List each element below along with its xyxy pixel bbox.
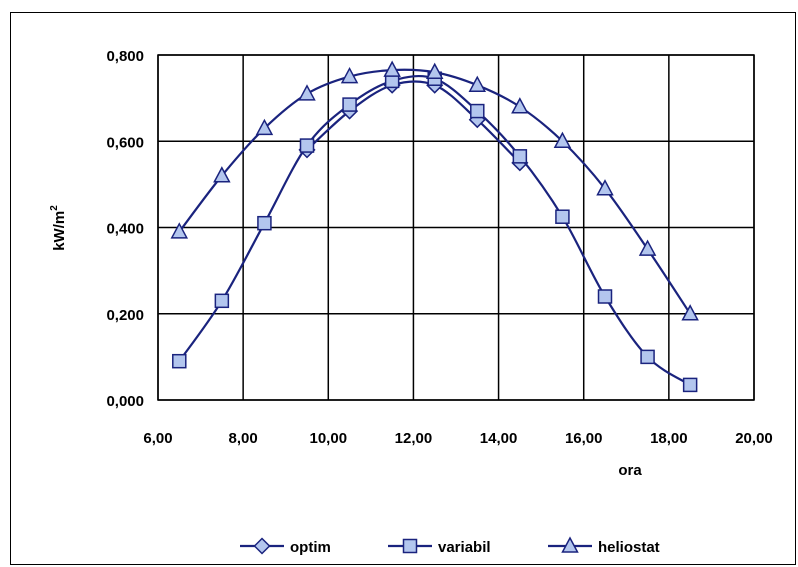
data-point-heliostat <box>298 84 316 101</box>
legend-marker <box>561 536 579 553</box>
y-tick-label: 0,400 <box>106 221 144 238</box>
legend-entry-heliostat: heliostat <box>548 536 660 556</box>
data-point-variabil <box>682 377 698 393</box>
data-point-heliostat <box>553 131 572 148</box>
x-tick-label: 18,00 <box>650 430 688 447</box>
legend-label: heliostat <box>598 539 660 556</box>
x-tick-label: 14,00 <box>480 430 518 447</box>
x-tick-label: 16,00 <box>565 430 603 447</box>
y-tick-label: 0,600 <box>106 134 144 151</box>
y-tick-label: 0,200 <box>106 307 144 324</box>
data-point-variabil <box>214 293 230 309</box>
x-tick-label: 12,00 <box>395 430 433 447</box>
series-layer <box>170 60 699 393</box>
legend-label: optim <box>290 539 331 556</box>
plot-area <box>157 54 755 401</box>
series-variabil <box>172 71 698 393</box>
data-point-heliostat <box>213 166 231 183</box>
data-point-variabil <box>342 97 357 112</box>
data-point-heliostat <box>383 60 401 77</box>
series-line-variabil <box>178 74 691 386</box>
axis-layer: 6,00 8,00 10,00 12,00 14,00 16,00 18,00 20,00 0,… <box>106 48 772 447</box>
y-axis-title-text: kW/m <box>51 211 68 251</box>
x-axis-title: ora <box>618 462 642 479</box>
data-point-variabil <box>640 349 655 365</box>
y-tick-label: 0,800 <box>106 48 144 65</box>
legend-marker <box>402 538 418 554</box>
data-point-heliostat <box>425 62 444 79</box>
y-axis-title: kW/m2 <box>49 205 68 251</box>
data-point-heliostat <box>468 75 487 92</box>
data-point-variabil <box>257 215 272 231</box>
data-point-heliostat <box>340 66 359 84</box>
chart-frame <box>10 12 796 565</box>
legend-entry-variabil: variabil <box>388 538 491 556</box>
data-point-heliostat <box>170 222 189 239</box>
data-point-heliostat <box>255 118 274 136</box>
x-tick-label: 6,00 <box>143 430 172 447</box>
legend: optim variabil heliostat <box>240 536 660 556</box>
series-line-heliostat <box>178 68 692 315</box>
data-point-heliostat <box>596 179 614 196</box>
legend-entry-optim: optim <box>240 537 331 556</box>
data-point-heliostat <box>638 239 657 256</box>
data-point-heliostat <box>681 304 699 321</box>
x-tick-label: 20,00 <box>735 430 773 447</box>
data-point-variabil <box>597 289 613 304</box>
data-point-variabil <box>299 138 315 153</box>
x-tick-label: 10,00 <box>310 430 348 447</box>
grid <box>157 54 755 401</box>
series-heliostat <box>170 60 699 321</box>
data-point-variabil <box>172 353 187 369</box>
legend-marker <box>253 537 271 555</box>
data-point-heliostat <box>511 97 529 114</box>
legend-label: variabil <box>438 539 491 556</box>
y-tick-label: 0,000 <box>106 393 144 410</box>
y-axis-title-superscript: 2 <box>49 205 60 211</box>
data-point-variabil <box>512 149 528 164</box>
data-point-variabil <box>555 209 570 224</box>
data-point-variabil <box>470 103 485 119</box>
x-tick-label: 8,00 <box>229 430 258 447</box>
